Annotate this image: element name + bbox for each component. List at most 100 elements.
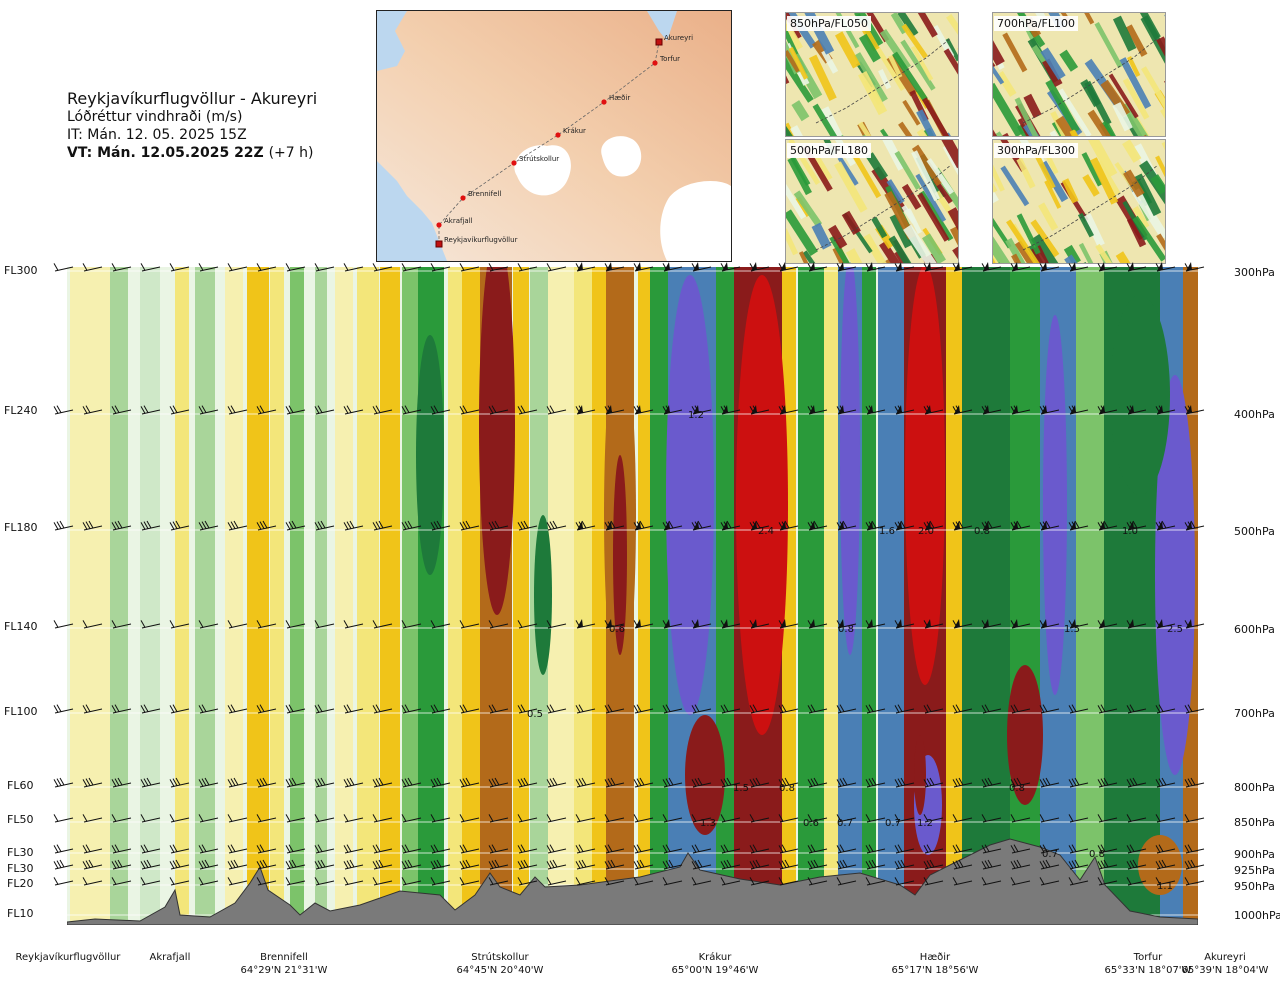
wind-barb-feather <box>111 814 117 822</box>
wind-barb-feather <box>459 779 465 787</box>
wind-barb-feather <box>720 705 726 713</box>
thumbnail-stripe <box>1000 165 1030 207</box>
thumbnail-850hpa[interactable]: 850hPa/FL050 <box>785 12 959 137</box>
wind-barb <box>923 520 944 531</box>
wind-barb <box>894 619 915 629</box>
wind-barb <box>1155 777 1176 788</box>
wind-barb-feather <box>140 861 146 869</box>
wind-barb-pennant <box>577 619 583 628</box>
wind-barb-feather <box>552 859 558 868</box>
wind-barb-feather <box>1184 814 1190 822</box>
value-annotation: 1.2 <box>917 818 933 829</box>
wind-barb-feather <box>82 406 88 414</box>
wind-barb-pennant <box>983 405 989 414</box>
wind-barb-feather <box>1100 860 1106 868</box>
wind-barb-feather <box>578 521 584 529</box>
wind-barb <box>314 405 335 415</box>
wind-barb-feather <box>227 406 233 414</box>
wind-barb-feather <box>488 779 494 787</box>
wind-barb-feather <box>636 521 642 529</box>
wind-barb <box>372 814 393 823</box>
wind-barb-feather <box>720 263 726 271</box>
wind-barb-feather <box>578 844 584 852</box>
wind-barb-feather <box>140 620 146 628</box>
wind-barb-feather <box>430 845 436 853</box>
wind-barb <box>314 877 335 886</box>
thumbnail-500hpa[interactable]: 500hPa/FL180 <box>785 139 959 264</box>
thumbnail-stripe <box>993 174 998 193</box>
wind-barb <box>1010 777 1031 788</box>
wind-barb-feather <box>378 859 384 868</box>
wind-barb-feather <box>894 620 900 628</box>
wind-barb-feather <box>723 521 729 529</box>
pressure-level-label: 850hPa <box>1234 816 1275 829</box>
wind-barb-pennant <box>664 262 670 271</box>
thumbnail-stripe <box>809 54 837 101</box>
wind-barb-feather <box>865 263 871 271</box>
wind-barb-feather <box>575 620 581 628</box>
wind-barb <box>343 844 364 854</box>
wind-barb <box>53 520 74 531</box>
thumbnail-stripe <box>786 50 814 103</box>
thumbnail-stripe <box>1078 13 1095 25</box>
wind-barb <box>169 520 190 531</box>
thumbnail-700hpa[interactable]: 700hPa/FL100 <box>992 12 1166 137</box>
wind-barb-feather <box>198 845 204 853</box>
route-point-label: Krákur <box>563 127 586 135</box>
wind-barb <box>1126 619 1147 629</box>
wind-barb-feather <box>604 845 610 853</box>
wind-barb-feather <box>865 705 871 713</box>
wind-barb-feather <box>143 704 149 712</box>
wind-barb <box>662 814 683 823</box>
wind-barb-feather <box>1132 859 1138 868</box>
thumbnail-stripe <box>1051 121 1076 136</box>
wind-barb-feather <box>1158 704 1164 712</box>
wind-barb-feather <box>552 520 558 529</box>
wind-barb <box>401 777 422 788</box>
wind-barb <box>314 814 335 823</box>
velocity-core <box>840 267 860 655</box>
thumbnail-stripe <box>832 245 857 263</box>
wind-barb-pennant <box>896 405 902 414</box>
thumbnail-stripe <box>1077 212 1095 238</box>
wind-barb-feather <box>784 777 790 786</box>
wind-barb-feather <box>1190 859 1196 868</box>
wind-barb-feather <box>59 859 65 868</box>
wind-barb-feather <box>639 859 645 868</box>
wind-barb-feather <box>752 521 758 529</box>
wind-barb <box>169 704 190 714</box>
wind-barb-feather <box>807 779 813 787</box>
wind-barb-feather <box>256 814 262 822</box>
thumbnail-stripe <box>811 222 832 250</box>
wind-barb-pennant <box>925 521 931 530</box>
wind-barb-feather <box>53 861 59 869</box>
wind-barb <box>1155 877 1176 886</box>
wind-barb-feather <box>839 704 845 712</box>
thumbnail-stripe <box>812 103 846 136</box>
wind-barb <box>1126 859 1147 870</box>
wind-barb <box>807 844 828 854</box>
thumbnail-stripe <box>922 97 951 136</box>
wind-barb-feather <box>372 522 378 530</box>
wind-barb-feather <box>491 405 497 413</box>
wind-barb-feather <box>871 859 877 868</box>
wind-barb-feather <box>407 859 413 868</box>
wind-barb-feather <box>546 861 552 869</box>
thumbnail-stripe <box>1044 180 1062 209</box>
wind-barb <box>256 520 277 531</box>
wind-barb-feather <box>520 844 526 852</box>
station-coordinates: 64°45'N 20°40'W <box>456 965 544 976</box>
wind-barb-feather <box>227 620 233 628</box>
field-band <box>462 267 482 925</box>
wind-barb-feather <box>868 860 874 868</box>
wind-barb-feather <box>1045 777 1051 786</box>
thumbnail-stripe <box>1087 140 1118 178</box>
wind-barb <box>923 877 944 886</box>
thumbnail-stripe <box>1030 219 1060 258</box>
thumbnail-300hpa[interactable]: 300hPa/FL300 <box>992 139 1166 264</box>
wind-barb-feather <box>604 705 610 713</box>
thumbnail-stripe <box>1155 155 1165 194</box>
wind-barb-feather <box>1039 406 1045 414</box>
wind-barb <box>1039 619 1060 629</box>
wind-barb-feather <box>343 705 349 713</box>
